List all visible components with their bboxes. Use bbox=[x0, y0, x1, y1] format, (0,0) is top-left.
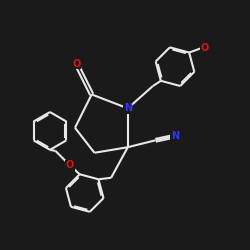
Text: O: O bbox=[200, 42, 208, 52]
Text: O: O bbox=[72, 59, 80, 69]
Text: N: N bbox=[171, 131, 179, 141]
Text: N: N bbox=[124, 103, 132, 113]
Text: O: O bbox=[66, 160, 74, 170]
